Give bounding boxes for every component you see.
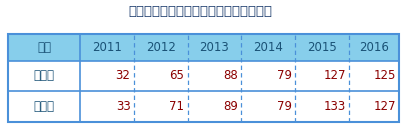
Bar — [80, 34, 134, 61]
Text: 79: 79 — [277, 100, 292, 113]
Text: 125: 125 — [373, 69, 396, 82]
Bar — [188, 91, 241, 122]
Text: 2015: 2015 — [307, 41, 337, 54]
Text: 2016: 2016 — [359, 41, 389, 54]
Text: 133: 133 — [324, 100, 346, 113]
Bar — [134, 61, 188, 91]
Bar — [241, 91, 295, 122]
Text: 年次: 年次 — [37, 41, 51, 54]
Bar — [80, 91, 134, 122]
Text: 表１　年次別アニサキス食中毒発生状況: 表１ 年次別アニサキス食中毒発生状況 — [128, 5, 273, 18]
Bar — [80, 61, 134, 91]
Bar — [8, 61, 80, 91]
Bar — [295, 34, 349, 61]
Bar — [8, 34, 399, 122]
Bar — [188, 34, 241, 61]
Text: 事件数: 事件数 — [33, 69, 55, 82]
Bar — [349, 61, 399, 91]
Bar — [241, 34, 295, 61]
Bar — [188, 61, 241, 91]
Bar — [295, 61, 349, 91]
Text: 患者数: 患者数 — [33, 100, 55, 113]
Bar — [134, 91, 188, 122]
Text: 127: 127 — [324, 69, 346, 82]
Bar — [349, 34, 399, 61]
Bar — [295, 91, 349, 122]
Bar — [241, 61, 295, 91]
Text: 89: 89 — [223, 100, 238, 113]
Text: 32: 32 — [115, 69, 130, 82]
Text: 33: 33 — [116, 100, 130, 113]
Text: 65: 65 — [170, 69, 184, 82]
Text: 71: 71 — [169, 100, 184, 113]
Text: 2014: 2014 — [253, 41, 283, 54]
Text: 79: 79 — [277, 69, 292, 82]
Text: 2013: 2013 — [200, 41, 229, 54]
Bar — [8, 34, 80, 61]
Bar — [134, 34, 188, 61]
Text: 127: 127 — [373, 100, 396, 113]
Text: 2012: 2012 — [146, 41, 176, 54]
Bar — [8, 91, 80, 122]
Text: 2011: 2011 — [92, 41, 122, 54]
Bar — [349, 91, 399, 122]
Text: 88: 88 — [223, 69, 238, 82]
